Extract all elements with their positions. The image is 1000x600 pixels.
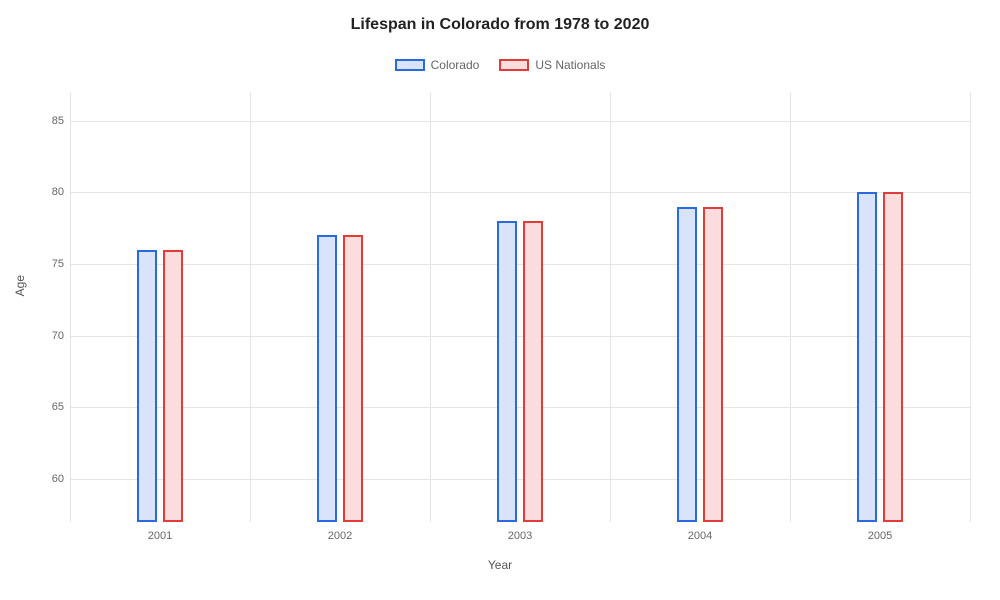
- bar: [497, 221, 517, 522]
- grid-line-vertical: [970, 92, 971, 522]
- bar: [343, 235, 363, 522]
- grid-line-horizontal: [70, 479, 970, 480]
- legend-item-us-nationals: US Nationals: [499, 58, 605, 72]
- grid-line-vertical: [430, 92, 431, 522]
- legend-item-colorado: Colorado: [395, 58, 480, 72]
- bar: [137, 250, 157, 522]
- legend-label: Colorado: [431, 58, 480, 72]
- grid-line-horizontal: [70, 264, 970, 265]
- y-tick-label: 70: [40, 330, 64, 342]
- grid-line-vertical: [790, 92, 791, 522]
- grid-line-horizontal: [70, 192, 970, 193]
- bar: [163, 250, 183, 522]
- y-tick-label: 85: [40, 115, 64, 127]
- grid-line-horizontal: [70, 121, 970, 122]
- y-tick-label: 60: [40, 473, 64, 485]
- legend-label: US Nationals: [535, 58, 605, 72]
- plot-area: [70, 92, 970, 522]
- grid-line-horizontal: [70, 336, 970, 337]
- y-tick-label: 75: [40, 258, 64, 270]
- grid-line-vertical: [610, 92, 611, 522]
- bar: [677, 207, 697, 522]
- y-tick-label: 80: [40, 186, 64, 198]
- x-axis-title: Year: [488, 558, 512, 572]
- bar: [883, 192, 903, 522]
- x-tick-label: 2002: [328, 530, 352, 542]
- x-tick-label: 2005: [868, 530, 892, 542]
- bar: [703, 207, 723, 522]
- grid-line-horizontal: [70, 407, 970, 408]
- x-tick-label: 2004: [688, 530, 712, 542]
- bar: [317, 235, 337, 522]
- y-axis-title: Age: [13, 275, 27, 296]
- grid-line-vertical: [250, 92, 251, 522]
- x-tick-label: 2003: [508, 530, 532, 542]
- x-tick-label: 2001: [148, 530, 172, 542]
- y-tick-label: 65: [40, 401, 64, 413]
- legend-swatch-colorado: [395, 59, 425, 71]
- legend: Colorado US Nationals: [0, 58, 1000, 72]
- bar: [523, 221, 543, 522]
- legend-swatch-us-nationals: [499, 59, 529, 71]
- chart-title: Lifespan in Colorado from 1978 to 2020: [0, 0, 1000, 34]
- bar: [857, 192, 877, 522]
- grid-line-vertical: [70, 92, 71, 522]
